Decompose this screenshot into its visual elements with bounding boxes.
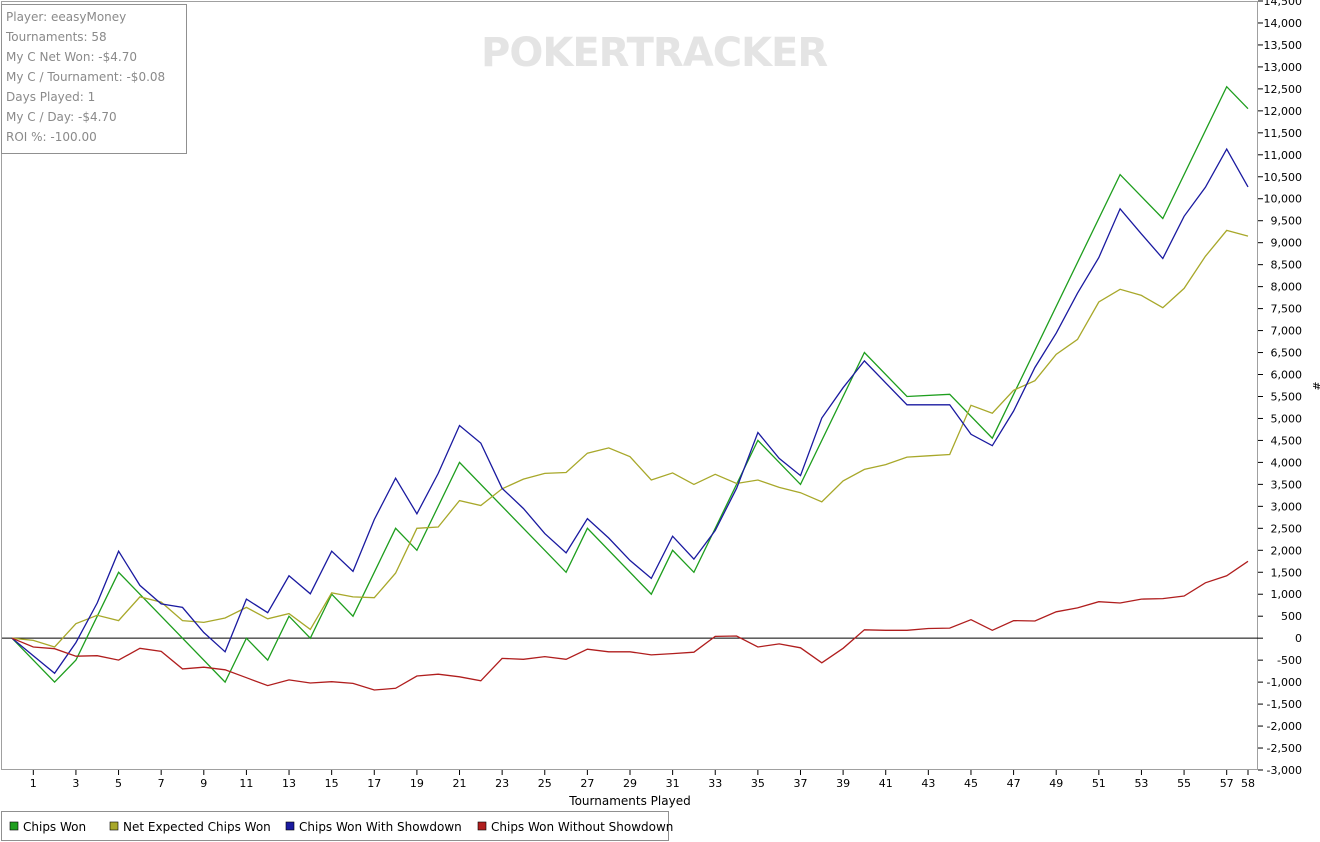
y-tick-label: 14,500 — [1264, 0, 1303, 8]
y-tick-label: -2,500 — [1267, 742, 1302, 755]
y-tick-label: 7,000 — [1271, 325, 1303, 338]
y-tick-label: 4,500 — [1271, 434, 1303, 447]
x-tick-label: 43 — [921, 777, 935, 790]
x-tick-label: 27 — [580, 777, 594, 790]
series-line-net-expected-chips-won — [11, 229, 1249, 648]
stats-line: My C Net Won: -$4.70 — [6, 50, 137, 64]
legend: Chips Won Net Expected Chips Won Chips Won… — [1, 811, 673, 841]
series-lines — [11, 85, 1249, 691]
legend-label: Chips Won With Showdown — [299, 820, 462, 834]
x-tick-label: 19 — [410, 777, 424, 790]
x-tick-label: 51 — [1092, 777, 1106, 790]
y-tick-label: 3,000 — [1271, 500, 1303, 513]
x-tick-label: 45 — [964, 777, 978, 790]
y-tick-label: 14,000 — [1264, 17, 1303, 30]
x-tick-label: 53 — [1134, 777, 1148, 790]
x-tick-label: 15 — [325, 777, 339, 790]
x-tick-label: 29 — [623, 777, 637, 790]
y-tick-label: -2,000 — [1267, 720, 1302, 733]
x-tick-label: 5 — [115, 777, 122, 790]
legend-swatch — [285, 821, 295, 831]
y-tick-label: 5,500 — [1271, 390, 1303, 403]
stats-line: Tournaments: 58 — [5, 30, 107, 44]
y-tick-label: 8,500 — [1271, 259, 1303, 272]
y-tick-label: 5,000 — [1271, 412, 1303, 425]
x-tick-label: 55 — [1177, 777, 1191, 790]
legend-swatch — [9, 821, 19, 831]
y-tick-label: 13,500 — [1264, 39, 1303, 52]
x-tick-label: 33 — [708, 777, 722, 790]
x-tick-label: 57 — [1220, 777, 1234, 790]
y-tick-label: 2,500 — [1271, 522, 1303, 535]
x-tick-label: 21 — [453, 777, 467, 790]
y-tick-label: 2,000 — [1271, 544, 1303, 557]
x-tick-label: 25 — [538, 777, 552, 790]
x-tick-label: 1 — [30, 777, 37, 790]
y-tick-label: 9,500 — [1271, 215, 1303, 228]
x-tick-label: 49 — [1049, 777, 1063, 790]
plot-area-frame — [1, 1, 1258, 770]
legend-label: Net Expected Chips Won — [123, 820, 271, 834]
legend-swatch — [109, 821, 119, 831]
y-tick-label: 6,500 — [1271, 347, 1303, 360]
x-tick-label: 35 — [751, 777, 765, 790]
x-axis: 1 3 5 7 9 11 13 15 17 19 21 23 25 27 29 31 33 35 37 39 41 43 4… — [30, 770, 1255, 790]
x-tick-label: 13 — [282, 777, 296, 790]
y-tick-label: 12,500 — [1264, 83, 1303, 96]
y-tick-label: 11,000 — [1264, 149, 1303, 162]
stats-line: ROI %: -100.00 — [6, 130, 97, 144]
y-tick-label: 6,000 — [1271, 369, 1303, 382]
x-tick-label: 3 — [72, 777, 79, 790]
y-tick-label: 4,000 — [1271, 456, 1303, 469]
y-tick-label: 500 — [1281, 610, 1302, 623]
x-tick-label: 58 — [1241, 777, 1255, 790]
x-tick-label: 31 — [666, 777, 680, 790]
stats-box: Player: eeasyMoney Tournaments: 58 My C Ne… — [1, 4, 187, 154]
series-line-chips-won-without-showdown — [11, 560, 1249, 691]
x-tick-label: 39 — [836, 777, 850, 790]
y-tick-label: 7,500 — [1271, 303, 1303, 316]
y-tick-label: 10,000 — [1264, 193, 1303, 206]
legend-swatch — [477, 821, 487, 831]
stats-line: My C / Day: -$4.70 — [6, 110, 117, 124]
y-tick-label: 10,500 — [1264, 171, 1303, 184]
y-tick-label: 12,000 — [1264, 105, 1303, 118]
watermark-logo: POKERTRACKER — [481, 30, 827, 76]
legend-label: Chips Won — [23, 820, 86, 834]
stats-line: My C / Tournament: -$0.08 — [6, 70, 165, 84]
y-tick-label: -1,500 — [1267, 698, 1302, 711]
stats-line: Player: eeasyMoney — [6, 10, 126, 24]
x-tick-label: 17 — [367, 777, 381, 790]
y-tick-label: 9,000 — [1271, 237, 1303, 250]
y-tick-label: -3,000 — [1267, 764, 1302, 777]
y-axis: -3,000 -2,500 -2,000 -1,500 -1,000 -500 0 500 1,… — [1258, 0, 1302, 777]
x-tick-label: 7 — [158, 777, 165, 790]
y-axis-title: # — [1310, 381, 1320, 390]
y-tick-label: 8,000 — [1271, 281, 1303, 294]
legend-label: Chips Won Without Showdown — [491, 820, 673, 834]
x-tick-label: 9 — [200, 777, 207, 790]
y-tick-label: 1,500 — [1271, 566, 1303, 579]
stats-box-frame — [1, 4, 187, 154]
x-tick-label: 37 — [793, 777, 807, 790]
series-line-chips-won — [11, 85, 1249, 684]
y-tick-label: 0 — [1295, 632, 1302, 645]
x-tick-label: 41 — [879, 777, 893, 790]
y-tick-label: 3,500 — [1271, 478, 1303, 491]
y-tick-label: -1,000 — [1267, 676, 1302, 689]
x-axis-title: Tournaments Played — [568, 794, 690, 808]
y-tick-label: 1,000 — [1271, 588, 1303, 601]
x-tick-label: 23 — [495, 777, 509, 790]
y-tick-label: 11,500 — [1264, 127, 1303, 140]
stats-line: Days Played: 1 — [6, 90, 95, 104]
x-tick-label: 47 — [1007, 777, 1021, 790]
x-tick-label: 11 — [239, 777, 253, 790]
y-tick-label: 13,000 — [1264, 61, 1303, 74]
y-tick-label: -500 — [1277, 654, 1302, 667]
series-line-chips-won-with-showdown — [11, 147, 1249, 675]
